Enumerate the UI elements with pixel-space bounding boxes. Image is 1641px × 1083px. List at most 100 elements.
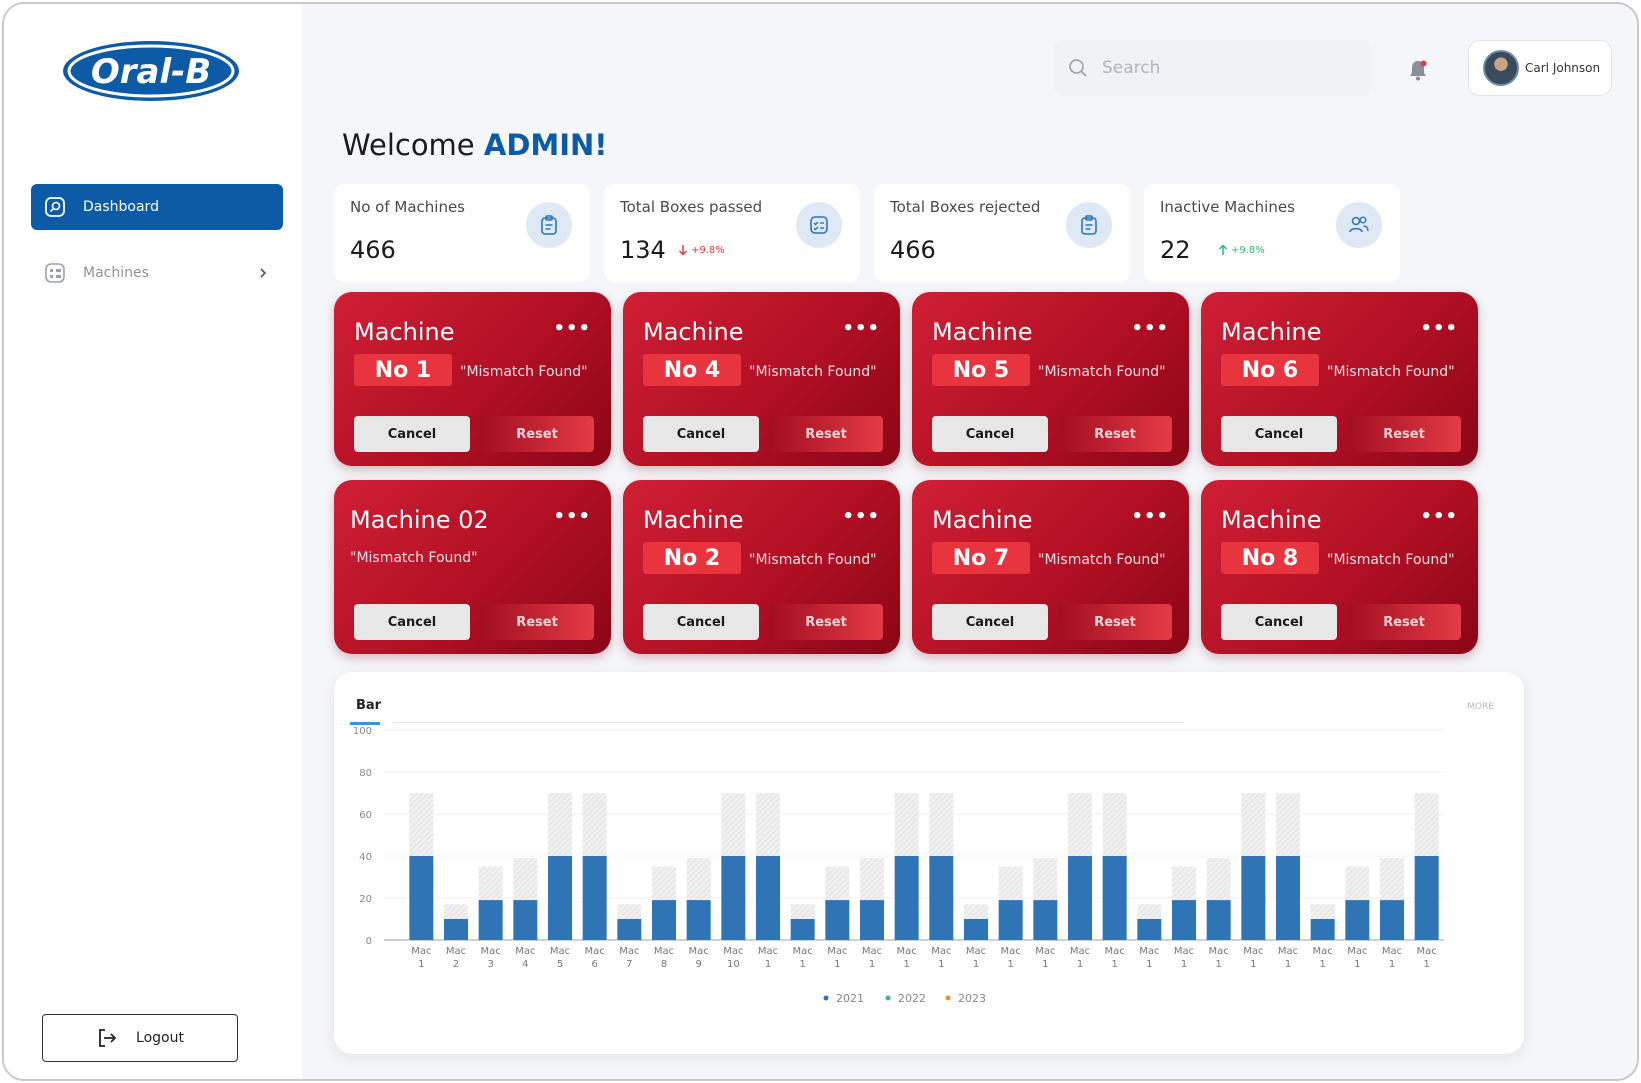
x-tick-label: 1 bbox=[869, 959, 875, 970]
reset-button[interactable]: Reset bbox=[1058, 604, 1172, 640]
machines-icon bbox=[43, 261, 67, 285]
x-tick-label: 1 bbox=[1181, 959, 1187, 970]
x-tick-label: 1 bbox=[799, 959, 805, 970]
search-input[interactable] bbox=[1102, 58, 1342, 78]
reset-button[interactable]: Reset bbox=[1347, 416, 1461, 452]
bar-2022 bbox=[1137, 904, 1162, 919]
more-options-icon[interactable]: ••• bbox=[1131, 506, 1169, 527]
y-tick-label: 0 bbox=[366, 936, 372, 947]
machine-number: No 1 bbox=[354, 354, 452, 386]
x-tick-label: 2 bbox=[453, 959, 459, 970]
x-tick-label: 6 bbox=[591, 959, 597, 970]
chevron-right-icon[interactable] bbox=[253, 263, 273, 283]
sidebar-item-machines[interactable]: Machines bbox=[31, 250, 283, 296]
machine-number: No 5 bbox=[932, 354, 1030, 386]
search-bar[interactable] bbox=[1054, 40, 1372, 96]
more-options-icon[interactable]: ••• bbox=[553, 318, 591, 339]
bar-2021 bbox=[1206, 900, 1231, 940]
bar-2022 bbox=[1310, 904, 1335, 919]
machine-status: "Mismatch Found" bbox=[1327, 364, 1455, 380]
cancel-button[interactable]: Cancel bbox=[1221, 604, 1337, 640]
machine-title: Machine bbox=[643, 506, 744, 534]
machine-card[interactable]: Machine ••• No 4 "Mismatch Found" Cancel… bbox=[623, 292, 900, 466]
cancel-button[interactable]: Cancel bbox=[354, 604, 470, 640]
tab-divider bbox=[394, 722, 1184, 723]
stat-value: 134 bbox=[620, 236, 666, 264]
cancel-button[interactable]: Cancel bbox=[643, 416, 759, 452]
more-options-icon[interactable]: ••• bbox=[1420, 318, 1458, 339]
machine-card[interactable]: Machine 02 ••• "Mismatch Found" Cancel R… bbox=[334, 480, 611, 654]
more-options-icon[interactable]: ••• bbox=[1131, 318, 1169, 339]
x-tick-label: Mac bbox=[897, 946, 917, 957]
machine-title: Machine bbox=[643, 318, 744, 346]
bar-2022 bbox=[860, 858, 884, 901]
more-options-icon[interactable]: ••• bbox=[553, 506, 591, 527]
x-tick-label: Mac bbox=[1209, 946, 1229, 957]
machine-card[interactable]: Machine ••• No 6 "Mismatch Found" Cancel… bbox=[1201, 292, 1478, 466]
tab-bar-chart[interactable]: Bar bbox=[356, 698, 382, 713]
brand-logo[interactable]: Oral-B bbox=[60, 38, 242, 104]
stat-delta-value: +9.8% bbox=[691, 244, 725, 256]
bar-2022 bbox=[1241, 793, 1266, 856]
bar-2022 bbox=[1414, 793, 1439, 856]
x-tick-label: Mac bbox=[1139, 946, 1159, 957]
bar-2021 bbox=[1137, 919, 1162, 940]
x-tick-label: Mac bbox=[758, 946, 778, 957]
welcome-prefix: Welcome bbox=[342, 128, 475, 162]
machine-title: Machine bbox=[932, 506, 1033, 534]
bar-2021 bbox=[582, 856, 607, 940]
x-tick-label: Mac bbox=[1278, 946, 1298, 957]
bar-2022 bbox=[790, 904, 815, 919]
x-tick-label: 1 bbox=[1111, 959, 1117, 970]
reset-button[interactable]: Reset bbox=[769, 604, 883, 640]
x-tick-label: Mac bbox=[1243, 946, 1263, 957]
bar-2021 bbox=[964, 919, 988, 940]
stat-card-machines: No of Machines 466 bbox=[334, 184, 590, 282]
more-link[interactable]: MORE bbox=[1467, 702, 1494, 712]
y-tick-label: 60 bbox=[359, 810, 372, 821]
cancel-button[interactable]: Cancel bbox=[1221, 416, 1337, 452]
cancel-button[interactable]: Cancel bbox=[932, 416, 1048, 452]
legend-label: 2023 bbox=[958, 992, 986, 1005]
machine-card[interactable]: Machine ••• No 8 "Mismatch Found" Cancel… bbox=[1201, 480, 1478, 654]
x-tick-label: 1 bbox=[1423, 959, 1429, 970]
bar-2021 bbox=[1172, 900, 1196, 940]
reset-button[interactable]: Reset bbox=[1058, 416, 1172, 452]
logout-button[interactable]: Logout bbox=[42, 1014, 238, 1062]
machine-card[interactable]: Machine ••• No 5 "Mismatch Found" Cancel… bbox=[912, 292, 1189, 466]
bar-2021 bbox=[513, 900, 538, 940]
x-tick-label: 7 bbox=[626, 959, 632, 970]
bar-2022 bbox=[1345, 866, 1370, 901]
stat-delta: +9.8% bbox=[678, 244, 725, 256]
bar-2022 bbox=[444, 904, 468, 919]
reset-button[interactable]: Reset bbox=[769, 416, 883, 452]
logout-icon bbox=[99, 1029, 117, 1047]
x-tick-label: 1 bbox=[903, 959, 909, 970]
more-options-icon[interactable]: ••• bbox=[1420, 506, 1458, 527]
x-tick-label: Mac bbox=[654, 946, 674, 957]
cancel-button[interactable]: Cancel bbox=[354, 416, 470, 452]
legend-swatch bbox=[823, 995, 829, 1001]
y-tick-label: 100 bbox=[353, 726, 372, 737]
machine-card[interactable]: Machine ••• No 2 "Mismatch Found" Cancel… bbox=[623, 480, 900, 654]
more-options-icon[interactable]: ••• bbox=[842, 318, 880, 339]
stat-label: Total Boxes passed bbox=[620, 198, 763, 216]
user-profile-menu[interactable]: Carl Johnson bbox=[1468, 40, 1612, 96]
user-name: Carl Johnson bbox=[1525, 61, 1601, 75]
notification-bell-icon[interactable] bbox=[1406, 58, 1430, 82]
bar-2021 bbox=[790, 919, 815, 940]
x-tick-label: 1 bbox=[765, 959, 771, 970]
reset-button[interactable]: Reset bbox=[480, 604, 594, 640]
reset-button[interactable]: Reset bbox=[480, 416, 594, 452]
machine-card[interactable]: Machine ••• No 7 "Mismatch Found" Cancel… bbox=[912, 480, 1189, 654]
bar-2021 bbox=[686, 900, 711, 940]
reset-button[interactable]: Reset bbox=[1347, 604, 1461, 640]
more-options-icon[interactable]: ••• bbox=[842, 506, 880, 527]
sidebar-item-dashboard[interactable]: Dashboard bbox=[31, 184, 283, 230]
machine-card[interactable]: Machine ••• No 1 "Mismatch Found" Cancel… bbox=[334, 292, 611, 466]
cancel-button[interactable]: Cancel bbox=[932, 604, 1048, 640]
bar-2021 bbox=[1241, 856, 1266, 940]
bar-2021 bbox=[1414, 856, 1439, 940]
bar-2022 bbox=[652, 866, 676, 901]
cancel-button[interactable]: Cancel bbox=[643, 604, 759, 640]
